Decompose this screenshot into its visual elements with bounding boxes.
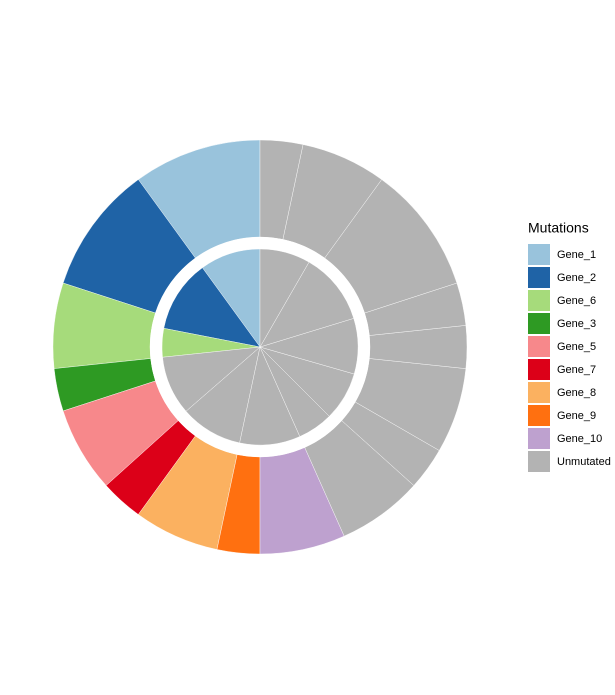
legend-swatch [528, 290, 550, 311]
legend-label: Gene_9 [557, 410, 596, 422]
legend-label: Gene_6 [557, 295, 596, 307]
legend-swatch [528, 405, 550, 426]
legend-swatch [528, 267, 550, 288]
legend-swatch [528, 244, 550, 265]
legend: Mutations Gene_1 Gene_2 Gene_6 Gene_3 Gene_5… [528, 220, 611, 472]
legend-label: Gene_8 [557, 387, 596, 399]
legend-label: Gene_1 [557, 249, 596, 261]
legend-swatch [528, 451, 550, 472]
ring-gap [150, 237, 370, 457]
legend-label: Gene_7 [557, 364, 596, 376]
legend-swatch [528, 313, 550, 334]
legend-swatch [528, 359, 550, 380]
pie [52, 139, 468, 555]
legend-label: Gene_3 [557, 318, 596, 330]
legend-swatch [528, 382, 550, 403]
legend-swatch [528, 336, 550, 357]
legend-label: Unmutated [557, 456, 611, 468]
legend-swatch [528, 428, 550, 449]
legend-label: Gene_10 [557, 433, 602, 445]
inner-slice [259, 248, 310, 348]
inner-slice [163, 267, 261, 348]
legend-label: Gene_2 [557, 272, 596, 284]
legend-label: Gene_5 [557, 341, 596, 353]
legend-title: Mutations [528, 220, 589, 236]
inner-slice [259, 261, 354, 348]
